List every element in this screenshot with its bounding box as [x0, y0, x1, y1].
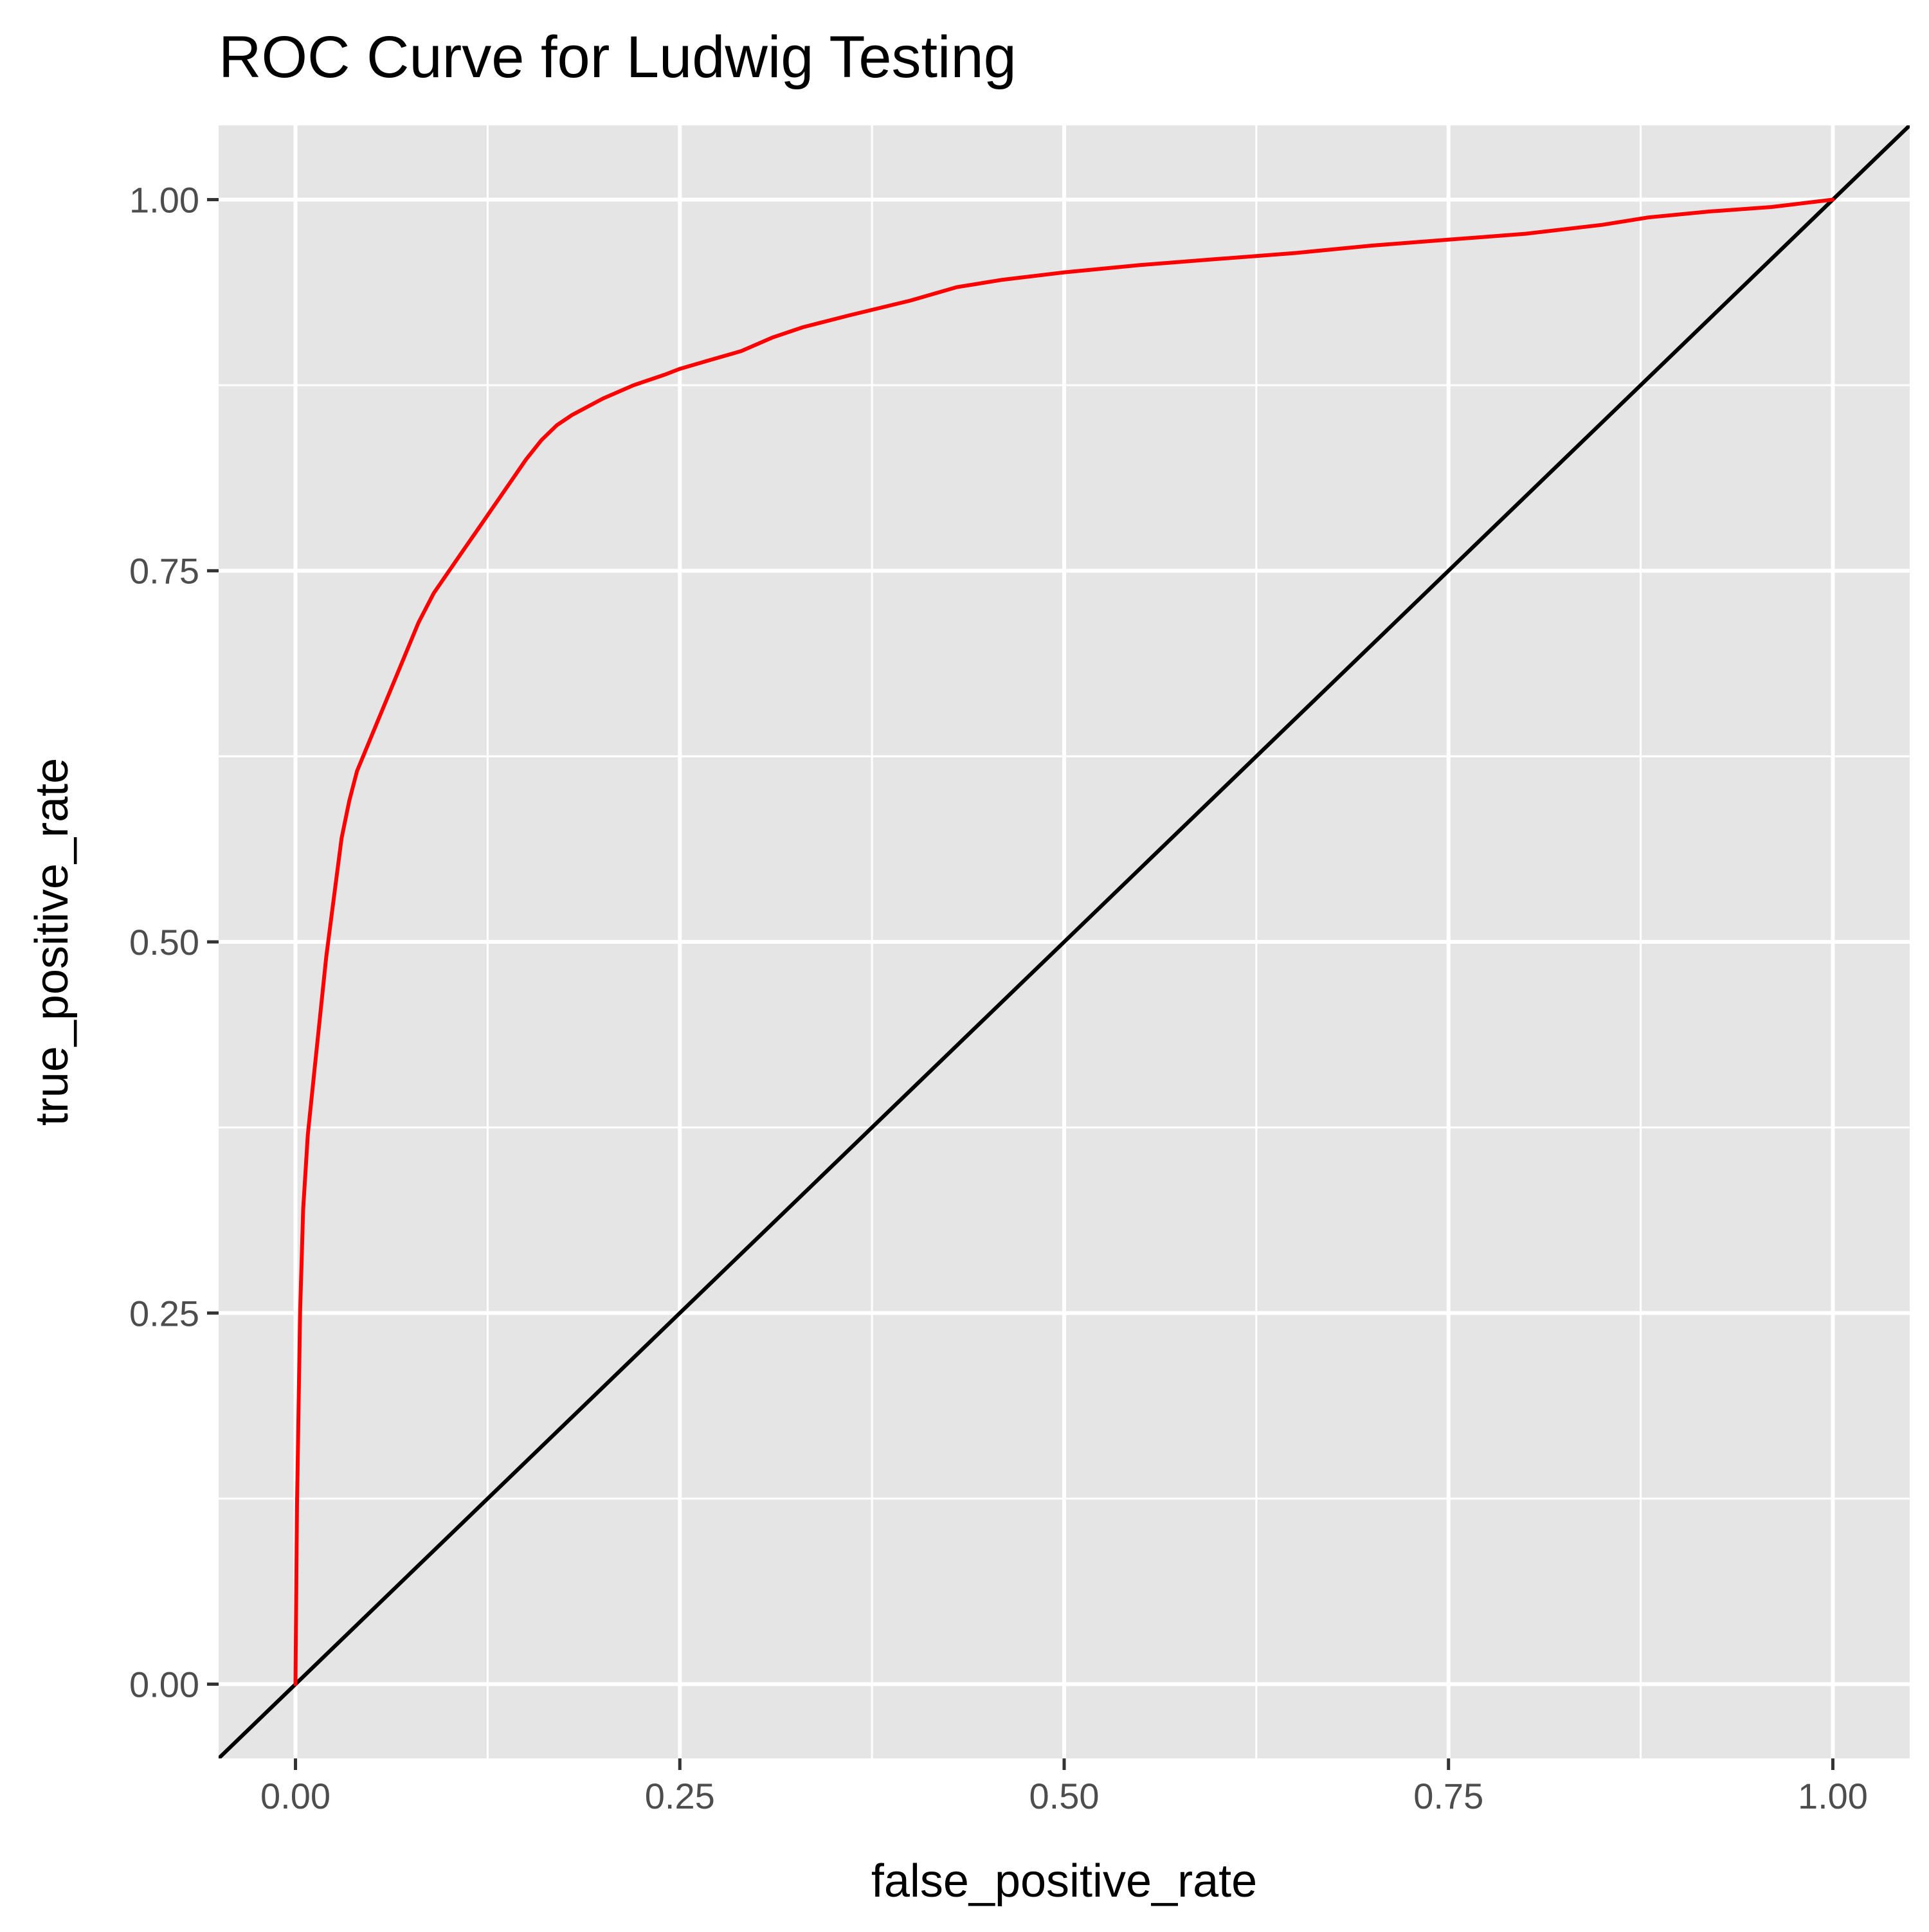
y-tick-label: 0.75 — [129, 551, 199, 591]
x-tick-label: 0.75 — [1413, 1776, 1483, 1816]
y-tick-label: 0.25 — [129, 1293, 199, 1333]
x-tick-label: 0.25 — [645, 1776, 715, 1816]
x-tick-label: 0.00 — [260, 1776, 331, 1816]
series-lines — [219, 125, 1910, 1758]
y-tick-label: 0.00 — [129, 1665, 199, 1705]
roc-curve — [293, 197, 1835, 1686]
x-tick-label: 0.50 — [1029, 1776, 1100, 1816]
y-axis-label: true_positive_rate — [26, 758, 78, 1126]
y-tick-label: 1.00 — [129, 179, 199, 220]
chart-title: ROC Curve for Ludwig Testing — [219, 24, 1017, 90]
axis-ticks: 0.00 0.25 0.50 0.75 1.00 0.00 0.25 0.50 0.75 1.00 — [129, 179, 1868, 1816]
x-axis-label: false_positive_rate — [871, 1855, 1257, 1907]
diagonal-reference-line — [219, 125, 1910, 1758]
y-tick-label: 0.50 — [129, 922, 199, 962]
x-tick-label: 1.00 — [1798, 1776, 1868, 1816]
